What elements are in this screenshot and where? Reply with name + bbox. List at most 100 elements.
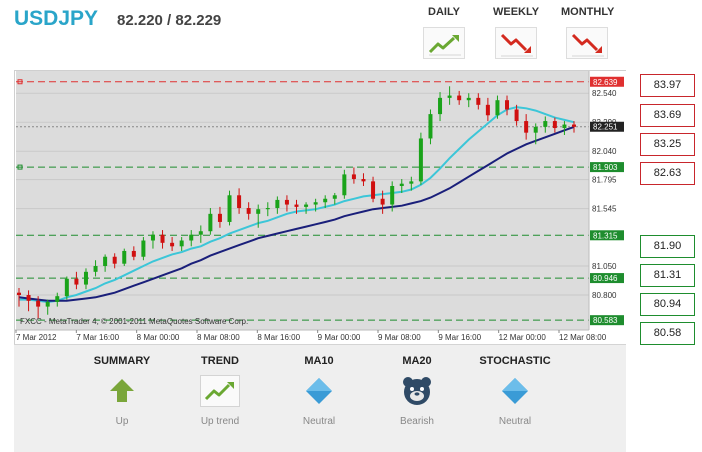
indicator-status: Neutral bbox=[498, 416, 532, 427]
candle-body bbox=[371, 181, 376, 199]
candle-body bbox=[227, 195, 232, 222]
resistance-level: 83.25 bbox=[640, 133, 695, 156]
price-tag bbox=[590, 76, 624, 87]
price-tag bbox=[590, 273, 624, 284]
time-axis bbox=[15, 330, 627, 345]
price-tag-label: 82.639 bbox=[593, 78, 618, 87]
level-marker bbox=[17, 79, 23, 85]
bear-icon bbox=[401, 375, 433, 407]
price-tag bbox=[590, 230, 624, 241]
x-tick-label: 8 Mar 16:00 bbox=[257, 333, 300, 342]
x-tick-label: 12 Mar 08:00 bbox=[559, 333, 607, 342]
price-tag bbox=[590, 315, 624, 326]
candle-body bbox=[572, 124, 576, 127]
candle-body bbox=[438, 97, 443, 115]
timeframe-weekly-label: WEEKLY bbox=[493, 6, 540, 18]
price-tag-label: 81.315 bbox=[593, 231, 618, 240]
candle-body bbox=[170, 242, 175, 247]
price-tag bbox=[590, 162, 624, 173]
price-chart[interactable]: 82.54082.29082.04081.79581.54581.05080.8… bbox=[14, 70, 627, 345]
candle-body bbox=[265, 208, 270, 210]
indicator-title: SUMMARY bbox=[93, 355, 151, 367]
indicator-ma10-item[interactable]: MA10 Neutral bbox=[271, 355, 367, 429]
candle-body bbox=[141, 240, 146, 257]
indicator-title: STOCHASTIC bbox=[479, 355, 551, 367]
diamond-icon bbox=[303, 375, 335, 407]
candle-body bbox=[17, 292, 21, 296]
price-axis bbox=[589, 71, 627, 330]
candle-body bbox=[189, 234, 194, 241]
y-tick-label: 82.040 bbox=[592, 147, 617, 156]
indicator-ma20-item[interactable]: MA20 Bearish bbox=[369, 355, 465, 429]
indicator-summary: SUMMARY Up TREND Up trend MA10 Neutral M… bbox=[14, 344, 626, 452]
candle-body bbox=[476, 97, 481, 105]
x-tick-label: 9 Mar 16:00 bbox=[438, 333, 481, 342]
candle-body bbox=[380, 198, 385, 205]
price-tag-label: 81.903 bbox=[593, 163, 618, 172]
candle-body bbox=[428, 114, 433, 139]
trend-down-icon[interactable] bbox=[566, 27, 608, 59]
candle-body bbox=[179, 240, 184, 247]
candle-body bbox=[332, 195, 337, 199]
indicator-status: Up trend bbox=[200, 416, 240, 427]
candle-body bbox=[351, 174, 356, 180]
candle-body bbox=[103, 256, 108, 267]
diamond-icon bbox=[499, 375, 531, 407]
price-tag-label: 80.583 bbox=[593, 316, 618, 325]
candle-body bbox=[64, 278, 69, 297]
candle-body bbox=[342, 174, 347, 196]
indicator-stochastic-item[interactable]: STOCHASTIC Neutral bbox=[467, 355, 563, 429]
level-marker bbox=[17, 164, 23, 170]
candle-body bbox=[485, 104, 490, 116]
candle-body bbox=[505, 100, 510, 110]
indicator-title: TREND bbox=[201, 355, 239, 367]
candle-body bbox=[150, 234, 155, 241]
x-tick-label: 12 Mar 00:00 bbox=[499, 333, 547, 342]
candle-body bbox=[246, 208, 251, 214]
candle-body bbox=[237, 195, 242, 209]
timeframe-daily-label: DAILY bbox=[428, 6, 460, 18]
candle-body bbox=[457, 95, 462, 101]
candle-body bbox=[552, 121, 557, 129]
candle-body bbox=[323, 198, 328, 203]
indicator-summary-item[interactable]: SUMMARY Up bbox=[74, 355, 170, 429]
timeframe-monthly-label: MONTHLY bbox=[561, 6, 615, 18]
candle-body bbox=[447, 95, 452, 98]
plot-area bbox=[16, 71, 589, 330]
candle-body bbox=[533, 126, 538, 133]
candle-body bbox=[418, 138, 423, 182]
candle-body bbox=[55, 296, 60, 302]
candle-body bbox=[409, 181, 414, 184]
symbol-title: USDJPY bbox=[14, 7, 99, 30]
indicator-status: Bearish bbox=[400, 416, 434, 427]
support-level: 80.94 bbox=[640, 293, 695, 316]
header: USDJPY 82.220 / 82.229 DAILY WEEKLY MONT… bbox=[0, 0, 702, 70]
candle-body bbox=[543, 121, 548, 127]
arrow-up-icon bbox=[106, 375, 138, 407]
candle-body bbox=[112, 256, 117, 264]
indicator-trend-item[interactable]: TREND Up trend bbox=[172, 355, 268, 429]
trend-up-icon[interactable] bbox=[423, 27, 465, 59]
indicator-status: Neutral bbox=[302, 416, 336, 427]
trend-down-icon[interactable] bbox=[495, 27, 537, 59]
price-tag bbox=[590, 121, 624, 132]
candle-body bbox=[275, 199, 280, 209]
support-level: 80.58 bbox=[640, 322, 695, 345]
candle-body bbox=[122, 250, 127, 264]
trend-up-icon bbox=[200, 375, 240, 407]
candle-body bbox=[514, 109, 519, 122]
candle-body bbox=[45, 301, 50, 307]
y-tick-label: 82.540 bbox=[592, 89, 617, 98]
price-tag-label: 82.251 bbox=[593, 123, 618, 132]
candle-body bbox=[160, 234, 165, 243]
x-tick-label: 8 Mar 08:00 bbox=[197, 333, 240, 342]
candle-body bbox=[495, 100, 500, 116]
candle-body bbox=[217, 213, 222, 222]
candlestick-chart: 82.54082.29082.04081.79581.54581.05080.8… bbox=[15, 71, 627, 345]
candle-body bbox=[198, 231, 203, 235]
candle-body bbox=[466, 97, 471, 101]
candle-body bbox=[284, 199, 289, 205]
candle-body bbox=[36, 300, 41, 307]
chart-watermark: FXCC - MetaTrader 4, © 2001-2011 MetaQuo… bbox=[20, 317, 248, 326]
indicator-title: MA10 bbox=[304, 355, 334, 367]
